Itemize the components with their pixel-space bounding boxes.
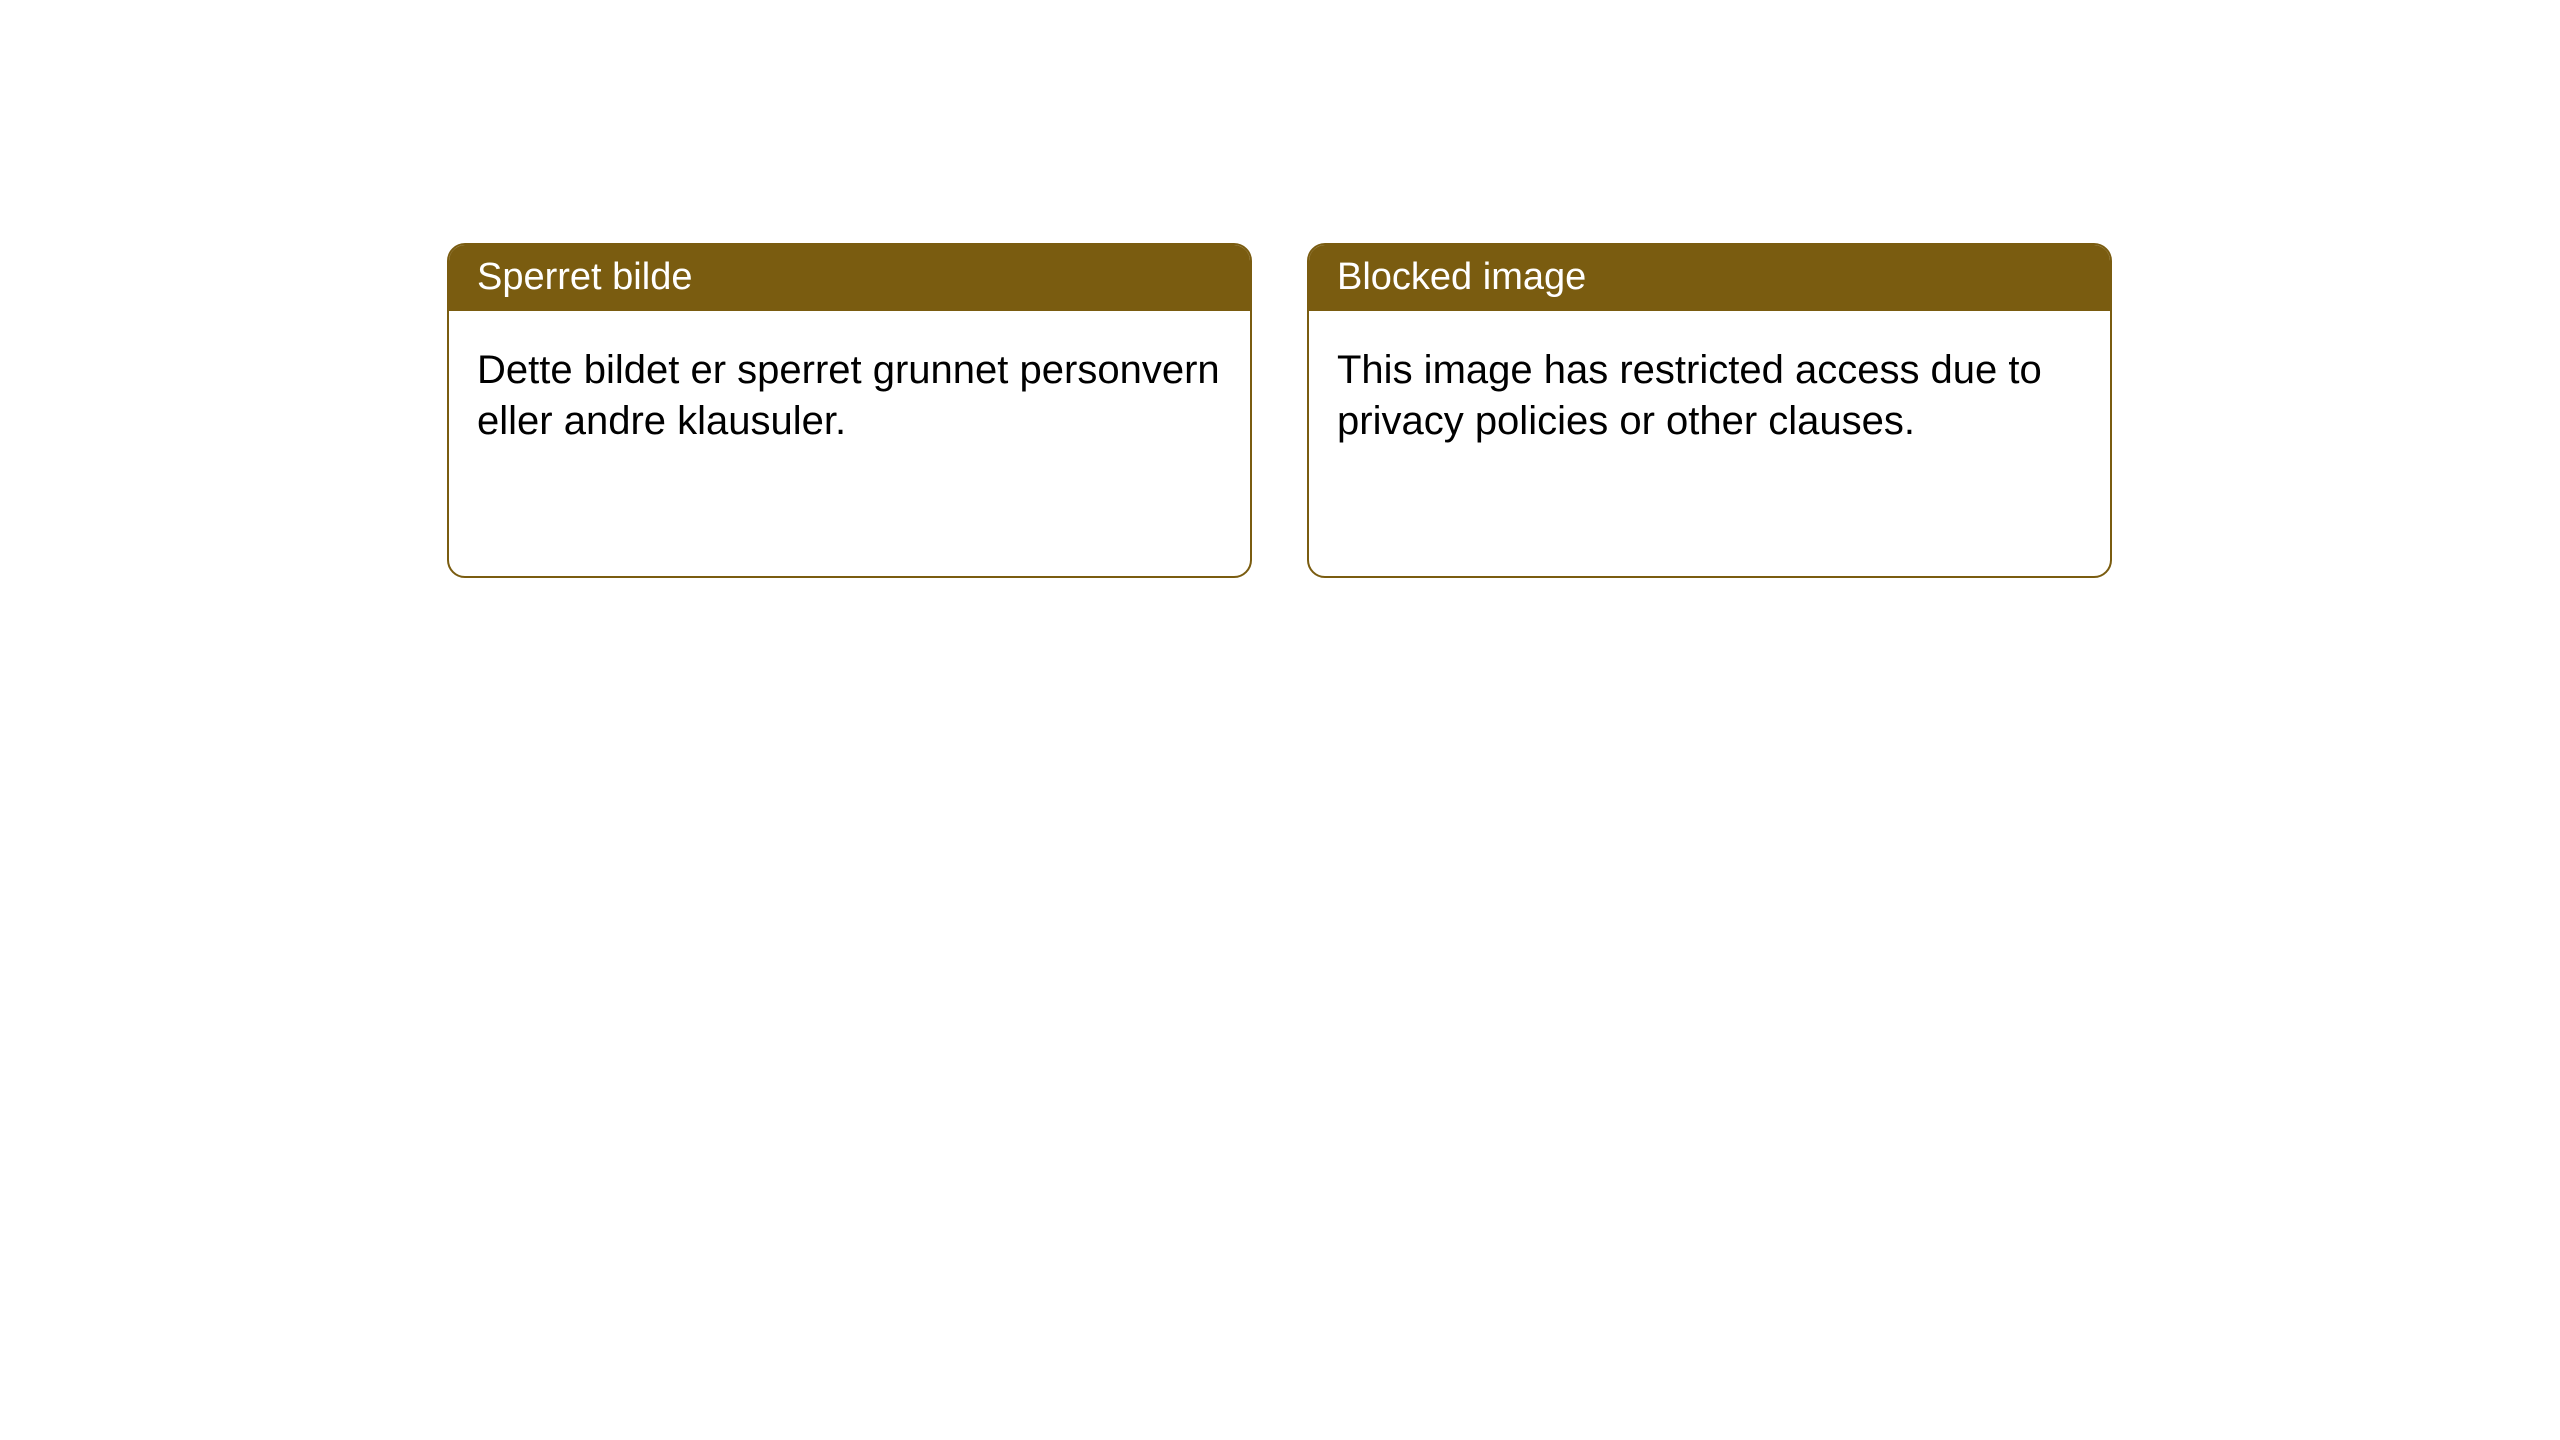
notice-body-norwegian: Dette bildet er sperret grunnet personve… — [449, 311, 1250, 481]
notice-container: Sperret bilde Dette bildet er sperret gr… — [447, 243, 2112, 578]
notice-card-norwegian: Sperret bilde Dette bildet er sperret gr… — [447, 243, 1252, 578]
notice-title-english: Blocked image — [1309, 245, 2110, 311]
notice-title-norwegian: Sperret bilde — [449, 245, 1250, 311]
notice-card-english: Blocked image This image has restricted … — [1307, 243, 2112, 578]
notice-body-english: This image has restricted access due to … — [1309, 311, 2110, 481]
